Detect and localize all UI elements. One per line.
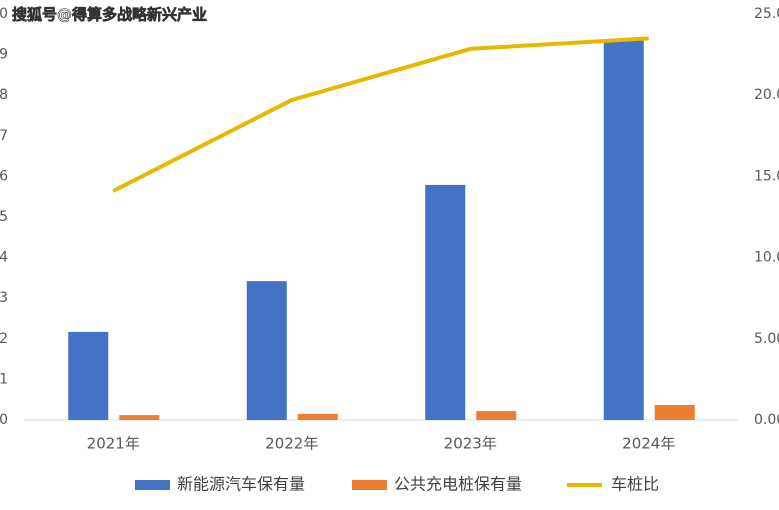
bar bbox=[476, 411, 517, 420]
y2-tick-label: 20.0 bbox=[754, 87, 779, 103]
legend-swatch bbox=[352, 480, 387, 490]
y-tick-label: 4 bbox=[0, 250, 8, 266]
y-tick-label: 9 bbox=[0, 47, 8, 63]
line bbox=[112, 36, 649, 193]
y2-tick-label: 15.0 bbox=[754, 168, 779, 184]
y2-tick-label: 0.00 bbox=[754, 412, 779, 428]
y-tick-label: 8 bbox=[0, 87, 8, 103]
bar bbox=[654, 404, 695, 420]
y-tick-label: 0 bbox=[0, 6, 8, 22]
bar bbox=[297, 413, 338, 420]
legend-text: 公共充电桩保有量 bbox=[394, 475, 522, 494]
bar bbox=[603, 39, 644, 420]
x-tick-label: 2021年 bbox=[87, 435, 140, 453]
bar bbox=[425, 184, 466, 420]
legend-swatch bbox=[135, 480, 170, 490]
watermark: 搜狐号@得算多战略新兴产业 bbox=[12, 6, 207, 24]
legend-text: 车桩比 bbox=[611, 475, 659, 494]
bar bbox=[119, 415, 160, 420]
bar bbox=[246, 281, 287, 420]
y2-tick-label: 25.0 bbox=[754, 6, 779, 22]
x-tick-label: 2022年 bbox=[265, 435, 318, 453]
y2-tick-label: 5.00 bbox=[754, 331, 779, 347]
y-tick-label: 6 bbox=[0, 168, 8, 184]
y-tick-label: 3 bbox=[0, 290, 8, 306]
bar bbox=[68, 331, 109, 420]
y-tick-label: 0 bbox=[0, 412, 8, 428]
x-tick-label: 2023年 bbox=[444, 435, 497, 453]
y2-tick-label: 10.0 bbox=[754, 250, 779, 266]
x-tick-label: 2024年 bbox=[622, 435, 675, 453]
y-tick-label: 1 bbox=[0, 371, 8, 387]
y-tick-label: 2 bbox=[0, 331, 8, 347]
y-tick-label: 5 bbox=[0, 209, 8, 225]
y-tick-label: 7 bbox=[0, 128, 8, 144]
legend-text: 新能源汽车保有量 bbox=[177, 475, 305, 494]
